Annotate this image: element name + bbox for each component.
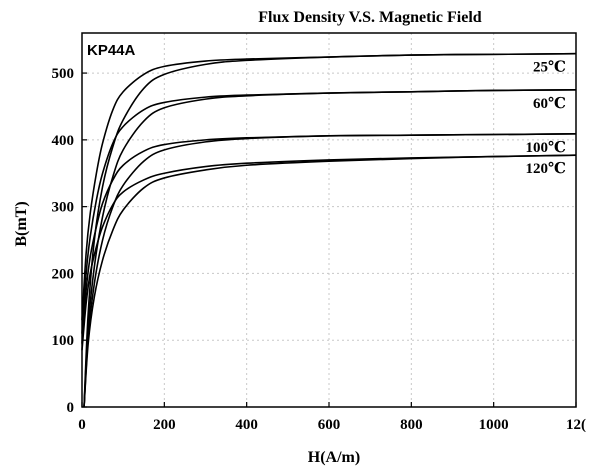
y-tick-label: 300 [52,200,75,216]
chart-title: Flux Density V.S. Magnetic Field [258,9,482,26]
grid [82,33,576,407]
y-axis-tick-labels: 0 100 200 300 400 500 [52,66,75,416]
series-label: 25℃ [533,60,566,76]
x-tick-label: 0 [78,417,86,433]
series-label: 60℃ [533,96,566,112]
material-label: KP44A [87,42,136,59]
hysteresis-lower-branch [83,52,577,408]
x-tick-label: 600 [318,417,341,433]
x-axis-label: H(A/m) [308,449,360,466]
y-axis-label: B(mT) [13,201,30,246]
x-axis-tick-labels: 0 200 400 600 800 1000 12( [78,417,586,433]
series-label: 120℃ [526,161,567,177]
axis-ticks [81,72,577,408]
y-tick-label: 200 [52,266,75,282]
x-tick-label: 200 [153,417,176,433]
y-tick-label: 0 [67,400,75,416]
series-label: 100℃ [526,140,567,156]
hysteresis-upper-branch [81,88,577,334]
series-curve [81,52,577,408]
x-tick-label: 400 [235,417,258,433]
curves [81,52,577,408]
x-tick-label: 12( [566,417,586,433]
hysteresis-lower-branch [83,154,577,408]
y-tick-label: 100 [52,333,75,349]
series-curve [81,154,577,408]
series-curve [81,88,577,408]
hysteresis-lower-branch [83,88,577,408]
series-curve [81,133,577,408]
y-tick-label: 400 [52,133,75,149]
series-labels: 25℃ 60℃ 100℃ 120℃ [526,60,567,178]
x-tick-label: 800 [400,417,423,433]
hysteresis-lower-branch [83,133,577,408]
y-tick-label: 500 [52,66,75,82]
x-tick-label: 1000 [479,417,509,433]
